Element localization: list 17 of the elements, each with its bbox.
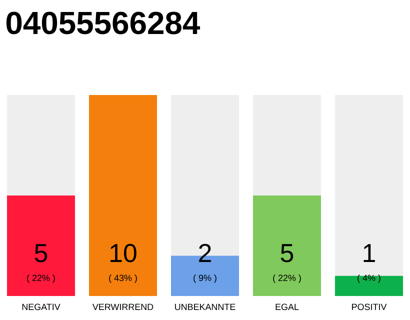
x-tick-label: POSITIV (352, 304, 387, 310)
x-tick-label: VERWIRREND (92, 304, 154, 310)
annotation: ( 22% ) (273, 274, 301, 283)
chart-title: 04055566284 (6, 12, 200, 34)
data-label: 5 (34, 244, 48, 262)
annotation: ( 4% ) (358, 274, 380, 283)
annotation: ( 43% ) (109, 274, 137, 283)
data-label: 2 (199, 244, 211, 262)
data-label: 5 (280, 244, 294, 262)
data-label: 1 (364, 244, 375, 262)
x-tick-label: NEGATIV (22, 304, 60, 310)
x-tick-label: EGAL (276, 304, 299, 310)
bar (335, 276, 404, 296)
x-tick-label: UNBEKANNTE (175, 304, 236, 310)
data-label: 10 (110, 244, 136, 262)
annotation: ( 22% ) (27, 274, 55, 283)
annotation: ( 9% ) (194, 274, 216, 283)
